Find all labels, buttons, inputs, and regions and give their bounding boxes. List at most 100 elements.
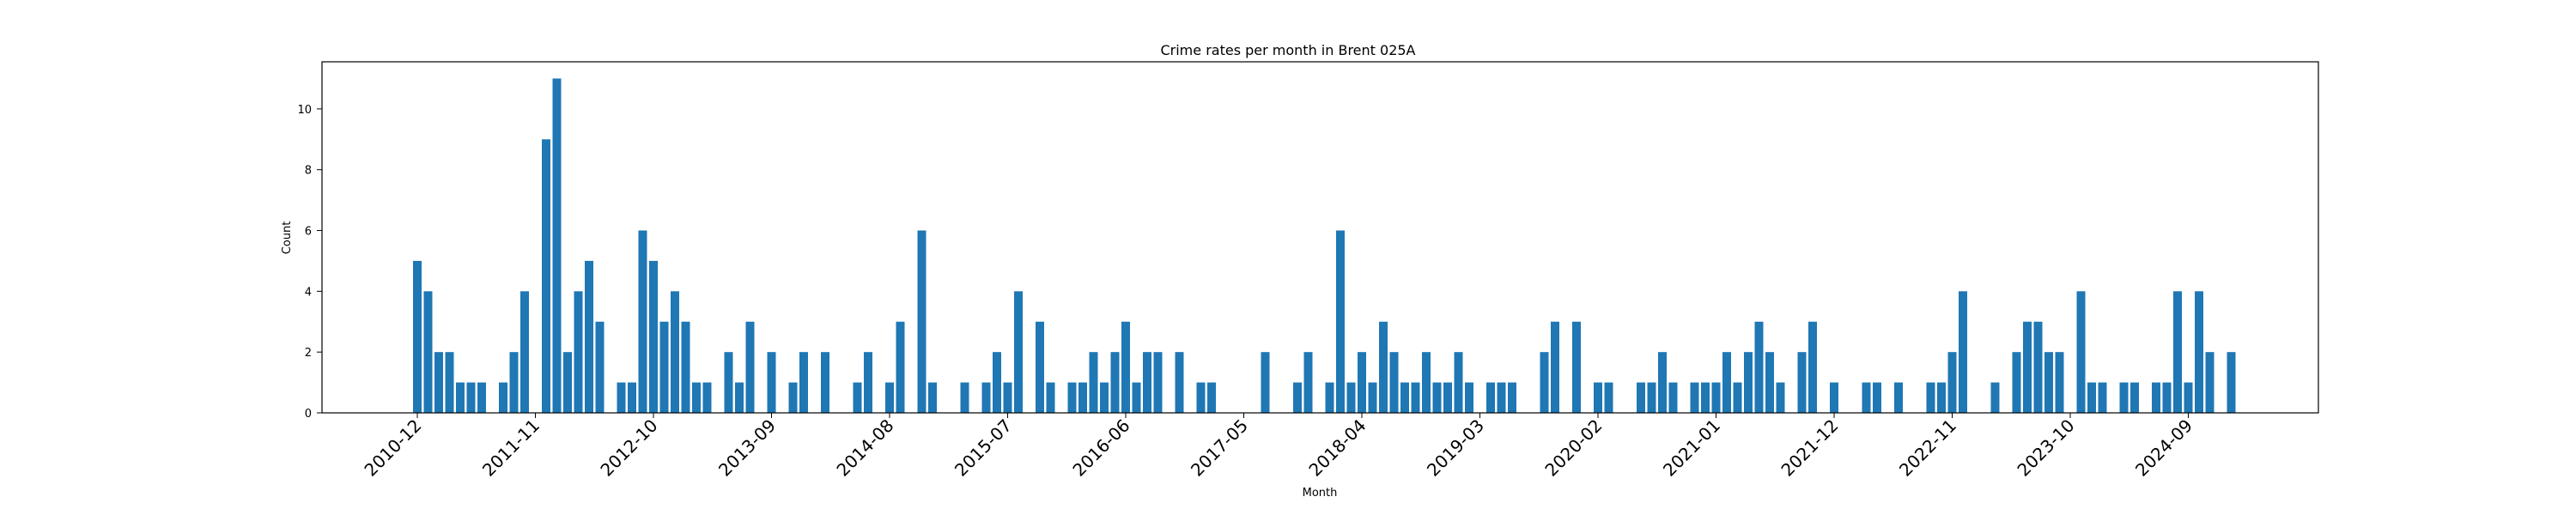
bar (1400, 382, 1409, 413)
x-axis-label: Month (1303, 487, 1338, 500)
y-axis: 0 2 4 6 8 10 (297, 104, 322, 421)
bar (2033, 321, 2043, 413)
bar (1110, 352, 1120, 413)
bar (1422, 352, 1431, 413)
bar (1089, 352, 1098, 413)
bar (724, 352, 733, 413)
bar (1862, 382, 1871, 413)
bar (1594, 382, 1602, 413)
y-tick-label: 10 (297, 104, 312, 117)
x-tick-label: 2011-11 (478, 415, 544, 481)
bar (2076, 291, 2086, 413)
bar (2205, 352, 2215, 413)
bar (595, 321, 605, 413)
bar (2162, 382, 2172, 413)
x-tick-label: 2016-06 (1068, 415, 1133, 481)
bar (1207, 382, 1216, 413)
bar (2098, 382, 2107, 413)
bar (2227, 352, 2236, 413)
bar (2184, 382, 2193, 413)
bar (1959, 291, 1967, 413)
bar (1078, 382, 1087, 413)
bar (1873, 382, 1881, 413)
bar (1733, 382, 1742, 413)
x-tick-label: 2015-07 (951, 415, 1016, 481)
bar (2130, 382, 2139, 413)
bar (2152, 382, 2160, 413)
bar (2119, 382, 2129, 413)
y-axis-label: Count (281, 221, 294, 255)
bar (735, 382, 744, 413)
y-tick-label: 0 (305, 408, 312, 421)
bar (1443, 382, 1452, 413)
x-tick-label: 2019-03 (1423, 415, 1488, 481)
bar (1776, 382, 1785, 413)
bar (1046, 382, 1055, 413)
bar (574, 291, 583, 413)
bar (1551, 321, 1559, 413)
bar (993, 352, 1001, 413)
bar (1947, 352, 1957, 413)
x-tick-label: 2013-09 (714, 415, 780, 481)
x-tick-label: 2018-04 (1304, 415, 1370, 481)
bar (477, 382, 486, 413)
bar (692, 382, 701, 413)
bar (2173, 291, 2182, 413)
bar (617, 382, 626, 413)
bar (981, 382, 991, 413)
bar (1143, 352, 1151, 413)
bar (1411, 382, 1420, 413)
bar (1658, 352, 1667, 413)
bar (1808, 321, 1817, 413)
bar (799, 352, 808, 413)
bar (917, 230, 927, 413)
bar (423, 291, 433, 413)
bar (1722, 352, 1731, 413)
bar (659, 321, 669, 413)
x-tick-label: 2014-08 (832, 415, 897, 481)
bar (1303, 352, 1313, 413)
x-tick-label: 2010-12 (360, 415, 425, 481)
bar (1647, 382, 1656, 413)
x-tick-label: 2017-05 (1187, 415, 1252, 481)
plot-frame (321, 61, 2319, 414)
bar (563, 352, 572, 413)
bar (509, 352, 519, 413)
bar (1293, 382, 1302, 413)
bar (445, 352, 454, 413)
bar (1894, 382, 1903, 413)
x-tick-label: 2023-10 (2013, 415, 2078, 481)
bar (1540, 352, 1549, 413)
bar (1336, 230, 1345, 413)
y-tick-label: 4 (305, 286, 312, 299)
bar (1572, 321, 1581, 413)
bar (628, 382, 636, 413)
x-tick-label: 2012-10 (596, 415, 661, 481)
bar (1036, 321, 1044, 413)
bar (1830, 382, 1838, 413)
bar (466, 382, 476, 413)
bar (1432, 382, 1442, 413)
bar (520, 291, 529, 413)
bar (413, 260, 422, 413)
x-tick-label: 2021-12 (1777, 415, 1842, 481)
bar (2195, 291, 2203, 413)
bar (1132, 382, 1141, 413)
bar (960, 382, 969, 413)
bars-group (413, 78, 2236, 414)
bar (1486, 382, 1495, 413)
bar (2044, 352, 2053, 413)
bar (434, 352, 443, 413)
bar (745, 321, 755, 413)
bar (1508, 382, 1516, 413)
bar (1465, 382, 1473, 413)
bar (1175, 352, 1184, 413)
bar (499, 382, 507, 413)
bar (1765, 352, 1774, 413)
bar (1668, 382, 1678, 413)
x-tick-label: 2022-11 (1895, 415, 1960, 481)
bar (1990, 382, 2000, 413)
bar (1797, 352, 1807, 413)
bar (928, 382, 937, 413)
